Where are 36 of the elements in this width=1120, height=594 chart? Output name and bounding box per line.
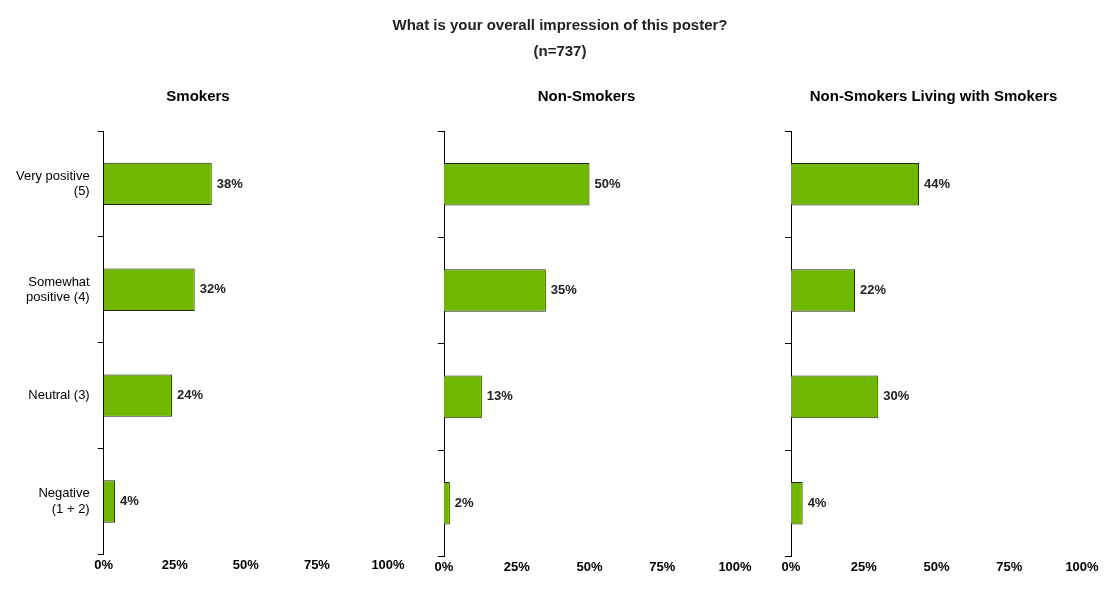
data-label: 32%	[199, 281, 227, 297]
data-label: 35%	[550, 282, 578, 298]
x-tick-label: 25%	[503, 558, 531, 574]
data-label: 24%	[176, 387, 204, 403]
data-label: 4%	[120, 493, 140, 509]
x-tick-label: 100%	[1065, 558, 1100, 574]
data-label: 13%	[486, 388, 514, 404]
x-tick-label: 100%	[718, 558, 753, 574]
data-label: 22%	[860, 282, 887, 298]
x-tick-label: 25%	[161, 556, 189, 572]
x-tick-label: 50%	[923, 558, 950, 574]
y-tick-label: Very positive (5)	[16, 167, 90, 199]
data-label: 2%	[454, 494, 475, 510]
text: What is your overall impression of this poster?	[391, 15, 729, 35]
x-tick-label: 50%	[576, 558, 603, 574]
data-label: 50%	[594, 175, 621, 191]
x-tick-label: 75%	[996, 558, 1023, 574]
y-tick-label: Somewhat positive (4)	[26, 273, 91, 305]
y-tick-label: Negative (1 + 2)	[38, 485, 90, 516]
data-label: 38%	[216, 175, 244, 191]
y-tick-label: Neutral (3)	[28, 387, 90, 403]
data-label: 4%	[807, 494, 827, 510]
x-tick-label: 0%	[434, 558, 454, 574]
x-tick-label: 25%	[850, 558, 878, 574]
x-tick-label: 75%	[303, 556, 331, 572]
chart-title: Smokers	[166, 87, 230, 105]
x-tick-label: 100%	[371, 556, 406, 572]
text: (n=737)	[532, 41, 588, 61]
x-tick-label: 75%	[649, 558, 676, 574]
data-label: 44%	[924, 175, 951, 191]
chart-title: Non-Smokers	[537, 87, 636, 105]
x-tick-label: 50%	[232, 556, 260, 572]
data-label: 30%	[883, 388, 910, 404]
chart-title: Non-Smokers Living with Smokers	[809, 87, 1058, 105]
x-tick-label: 0%	[94, 556, 114, 572]
x-tick-label: 0%	[781, 558, 801, 574]
